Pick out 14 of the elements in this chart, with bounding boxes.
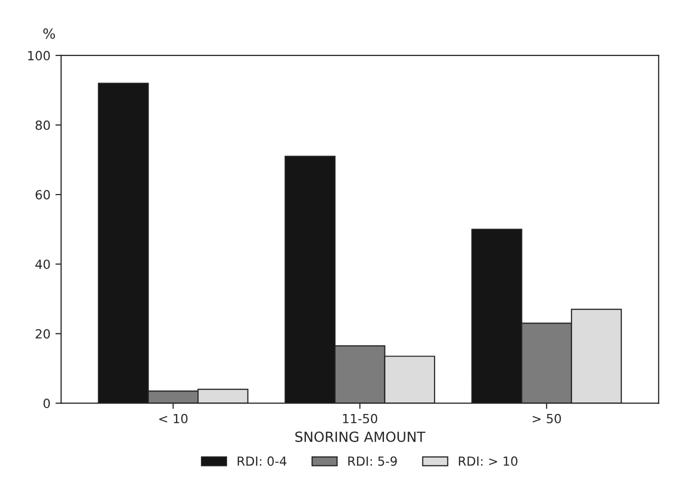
y-tick-label: 80 [36, 120, 50, 130]
x-tick-label: < 10 [159, 414, 188, 424]
y-tick-label: 100 [28, 50, 50, 60]
x-axis-title: SNORING AMOUNT [295, 432, 426, 442]
x-tick-label: > 50 [532, 414, 561, 424]
x-tick-label: 11-50 [343, 414, 378, 424]
legend-label: RDI: > 10 [458, 456, 518, 466]
y-axis-title: % [43, 28, 55, 39]
legend-label: RDI: 0-4 [238, 456, 286, 466]
legend-label: RDI: 5-9 [348, 456, 397, 466]
y-tick-label: 40 [35, 260, 50, 270]
y-tick-label: 20 [36, 329, 50, 339]
y-tick-label: 60 [36, 190, 50, 200]
y-tick-label: 0 [44, 398, 50, 408]
